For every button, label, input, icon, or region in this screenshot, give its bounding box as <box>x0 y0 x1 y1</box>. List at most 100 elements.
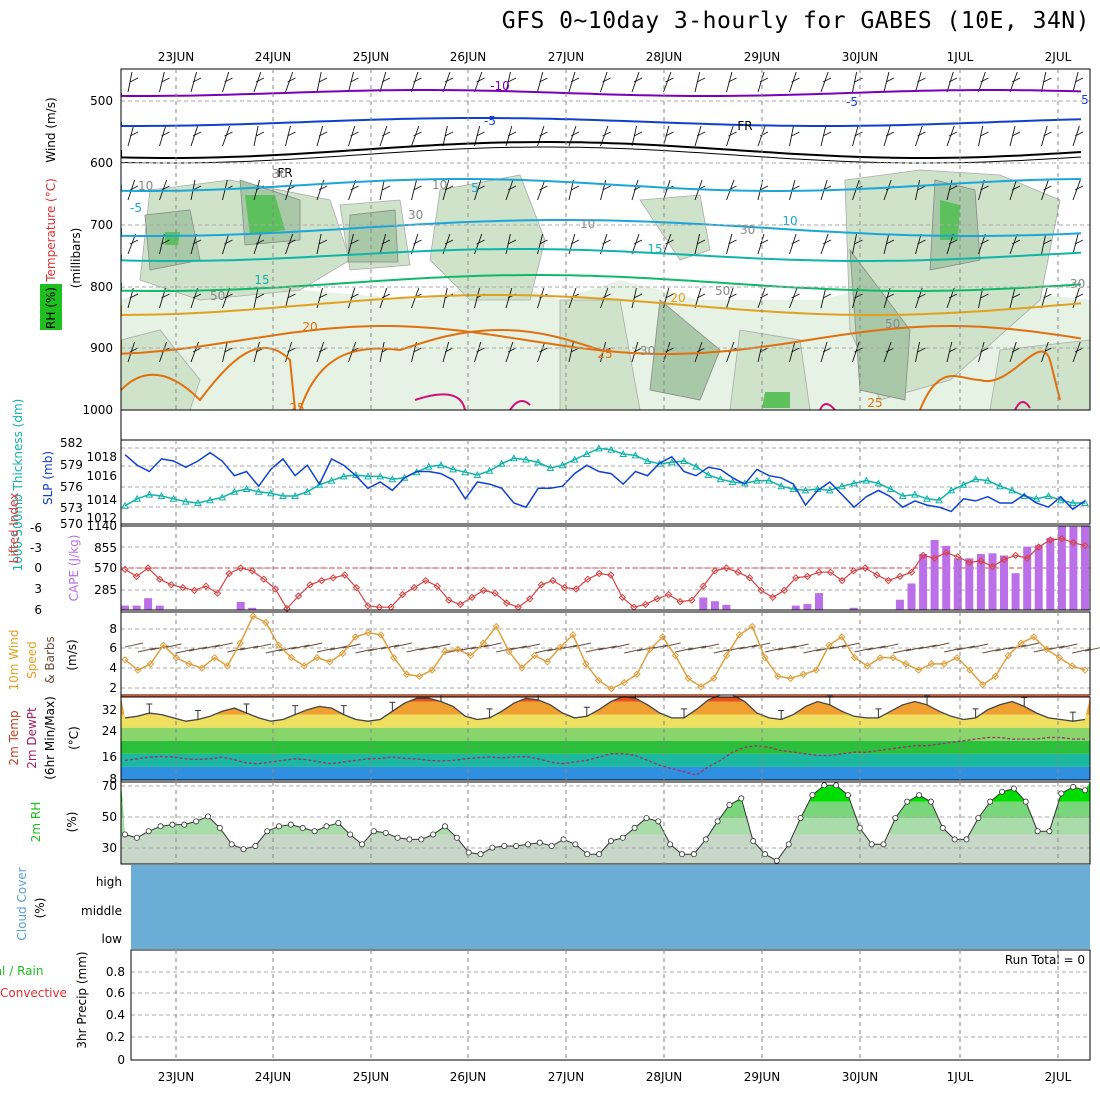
li-point <box>792 574 800 582</box>
thickness-tick: 579 <box>60 458 83 472</box>
li-point <box>491 589 499 597</box>
wind-barb <box>883 125 891 147</box>
wind-barb-flag <box>759 77 769 83</box>
wind-barb-flag <box>728 77 737 83</box>
wind-barb-10m <box>931 642 950 648</box>
rh-line <box>124 784 1086 862</box>
wind-barb-flag <box>917 293 926 299</box>
wind-barb-flag <box>224 131 233 137</box>
thickness-point <box>1056 496 1065 504</box>
rh-point <box>276 823 283 830</box>
slp-tick: 1012 <box>86 511 117 525</box>
wind-barb-flag <box>287 185 296 191</box>
rh-point <box>927 798 934 805</box>
cape-bar <box>849 607 858 610</box>
cape-tick: 1140 <box>86 519 117 533</box>
wind-barb-10m <box>368 646 387 652</box>
cape-bar <box>155 605 164 610</box>
rh-contour-label: 30 <box>408 208 423 222</box>
wind-barb-10m <box>124 642 144 648</box>
wind-barb-flag <box>350 293 359 299</box>
thickness-point <box>424 462 433 470</box>
wind-barb-10m <box>803 648 822 654</box>
isotherm-30 <box>819 403 836 410</box>
wind-barb-flag <box>1011 185 1021 191</box>
isotherm-label: 10 <box>782 214 797 228</box>
wind-speed-point <box>812 666 820 674</box>
thickness-point <box>279 491 287 499</box>
wind-barb <box>663 233 672 255</box>
isotherm-label: 5 <box>471 181 479 195</box>
wind-barb-flag <box>287 293 296 299</box>
rh-contour-label: 30 <box>640 344 655 358</box>
wind-barb-flag <box>885 239 895 245</box>
wind-barb-flag <box>570 239 580 245</box>
cloud-cover-fill <box>131 865 1090 949</box>
li-point <box>479 586 488 595</box>
wind-barb-flag <box>980 293 989 299</box>
ylabel-lifted-index: Lifted Index <box>7 493 21 564</box>
wind-barb-flag <box>1011 131 1021 137</box>
cape-bar <box>1000 555 1008 610</box>
wind-barb <box>789 287 798 309</box>
wind-barb-flag <box>224 347 233 353</box>
li-point <box>398 590 407 599</box>
thickness-point <box>1032 494 1041 502</box>
cloud-panel: high middle low Cloud Cover (%) <box>15 865 1090 949</box>
wind-barb-10m <box>419 645 438 651</box>
wind-speed-point <box>978 680 987 689</box>
thickness-point <box>655 459 664 467</box>
rh-point <box>489 844 496 851</box>
rh-point <box>821 782 828 789</box>
wind-barb <box>1072 341 1081 363</box>
li-point <box>734 568 742 576</box>
wind-barb <box>1041 179 1049 201</box>
thickness-point <box>838 482 846 490</box>
wind-speed-point <box>594 676 603 685</box>
wind-barb <box>757 233 765 255</box>
li-point <box>861 564 869 572</box>
wind-barb-flag <box>381 239 391 245</box>
wind-tick: 4 <box>109 661 117 675</box>
wind-barb-flag <box>129 239 139 245</box>
wind-barb-flag <box>1043 77 1052 83</box>
rh-point <box>347 831 354 838</box>
isotherm-label: 25 <box>597 347 612 361</box>
wind-barb-flag <box>507 239 517 245</box>
wind-barb-10m <box>982 648 1001 654</box>
wind-barb-10m <box>252 643 272 649</box>
precip-tick: 0 <box>117 1053 125 1067</box>
rh-contour-label: 10 <box>580 217 595 231</box>
precip-tick: 0.6 <box>106 986 125 1000</box>
wind-speed-point <box>658 633 667 641</box>
wind-barb-flag <box>633 77 643 83</box>
wind-barb-flag <box>980 239 989 245</box>
wind-barb <box>474 179 482 201</box>
rh-point <box>240 846 247 853</box>
wind-barb <box>537 179 546 201</box>
wind-barb-10m <box>329 645 348 651</box>
wind-barb-flag <box>980 77 989 83</box>
wind-barb <box>316 341 325 363</box>
wind-barb-flag <box>1043 239 1052 245</box>
rh-point <box>667 841 674 848</box>
wind-barb-flag <box>602 185 611 191</box>
wind-speed-point <box>479 639 488 647</box>
wind-speed-point <box>262 618 270 627</box>
thickness-point <box>643 456 652 464</box>
rh-point <box>1082 787 1089 794</box>
thickness-point <box>534 458 543 466</box>
ylabel-slp: SLP (mb) <box>41 451 55 505</box>
wind-barb-10m <box>521 643 540 649</box>
thickness-point <box>777 482 786 490</box>
cape-bar <box>132 605 141 610</box>
wind-barb-flag <box>980 131 989 137</box>
wind-barb-flag <box>602 239 611 245</box>
run-total-label: Run Total = 0 <box>1005 953 1085 967</box>
ylabel-millibars: (millibars) <box>69 228 83 289</box>
wind-barb-flag <box>444 131 454 137</box>
thickness-point <box>996 482 1004 490</box>
wind-barb-10m <box>918 644 937 650</box>
ylabel-total-rain: tal / Rain <box>0 964 43 978</box>
date-label-top: 1JUL <box>947 50 974 64</box>
